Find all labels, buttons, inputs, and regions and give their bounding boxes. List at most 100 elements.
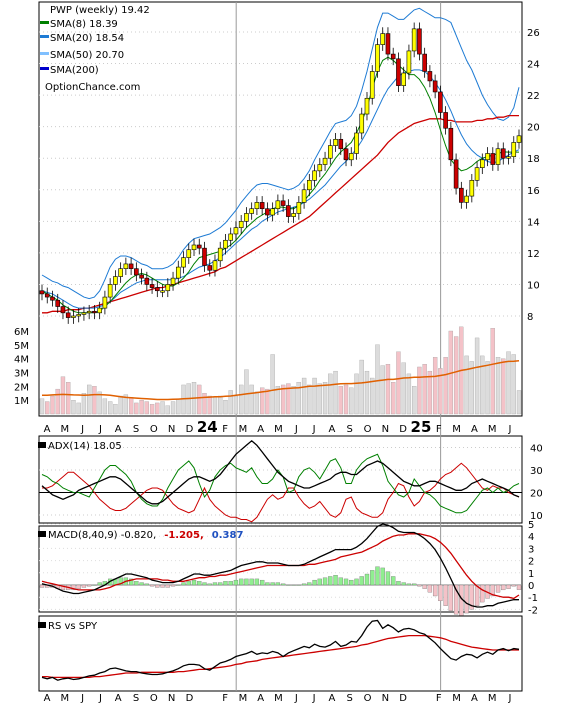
volume-bar [45, 401, 50, 415]
candle-body [338, 138, 344, 150]
macd-histogram-bar [97, 582, 102, 586]
volume-bar [480, 355, 485, 415]
rs-label: RS vs SPY [48, 621, 98, 632]
candle-body [155, 287, 160, 292]
adx-tick-label: 30 [530, 466, 543, 477]
volume-bar [349, 387, 354, 415]
macd-histogram-bar [128, 578, 134, 586]
candle-body [265, 208, 270, 216]
macd-histogram-bar [354, 578, 359, 586]
candle-body [181, 257, 186, 268]
candle-body [506, 156, 511, 159]
macd-histogram-bar [464, 584, 469, 614]
x-axis-label: J [312, 693, 316, 704]
candle-body [474, 167, 480, 181]
candle-body [464, 195, 469, 203]
macd-label-prefix: MACD(8,40,9) -0.820, [48, 530, 156, 541]
candle-body [228, 233, 234, 241]
candle-body [118, 268, 123, 277]
volume-bar [511, 354, 516, 415]
candle-body [448, 127, 454, 161]
candle-body [375, 44, 380, 72]
candle-body [86, 310, 92, 314]
macd-histogram-bar [170, 584, 176, 587]
x-axis-label-top: N [168, 424, 175, 435]
x-axis-label: A [257, 693, 264, 704]
macd-histogram-bar [118, 577, 123, 586]
candle-body [76, 314, 81, 317]
macd-histogram-bar [71, 584, 76, 591]
volume-bar [134, 402, 139, 415]
volume-bar [280, 384, 286, 415]
macd-histogram-bar [76, 584, 81, 589]
candle-body [354, 132, 359, 154]
macd-histogram-bar [92, 584, 97, 586]
x-axis-label: J [294, 693, 298, 704]
x-axis-label: A [115, 693, 122, 704]
volume-bar [207, 395, 212, 415]
macd-histogram-bar [349, 579, 354, 586]
volume-bar [165, 405, 170, 415]
volume-bar [464, 355, 469, 415]
volume-bar [291, 386, 296, 415]
volume-bar [343, 384, 349, 415]
macd-histogram-bar [265, 582, 270, 586]
volume-bar [286, 383, 291, 415]
candle-body [107, 284, 113, 298]
x-axis-label-top: M [60, 424, 69, 435]
price-tick-label: 22 [527, 91, 540, 102]
x-axis-label: F [436, 693, 442, 704]
volume-bar [354, 373, 359, 415]
candle-body [459, 187, 464, 203]
candle-body [160, 290, 165, 293]
volume-bar [385, 364, 391, 415]
volume-bar [60, 376, 66, 415]
macd-histogram-bar [286, 584, 291, 586]
price-tick-label: 18 [527, 154, 540, 165]
x-axis-label: J [98, 693, 102, 704]
volume-bar [469, 361, 474, 415]
grid-lines [39, 2, 522, 691]
macd-histogram-bar [144, 583, 149, 586]
rs-line [41, 619, 520, 681]
volume-bar [516, 390, 522, 415]
volume-bar [228, 390, 233, 415]
candle-body [217, 247, 223, 262]
candle-body [480, 159, 485, 168]
macd-histogram-bar [275, 582, 281, 586]
site-watermark: OptionChance.com [45, 82, 140, 93]
candle-body [495, 148, 501, 165]
volume-bar [412, 386, 417, 415]
candle-body [422, 53, 427, 72]
candle-body [144, 277, 150, 285]
x-axis-label: M [60, 693, 69, 704]
candle-body [175, 266, 181, 279]
volume-bar [202, 393, 207, 415]
legend-sma200: SMA(200) [50, 65, 99, 76]
macd-histogram-bar [359, 576, 364, 586]
macd-tick-label: -2 [528, 605, 538, 616]
x-axis-label-top: O [150, 424, 158, 435]
macd-tick-label: 2 [528, 557, 534, 568]
macd-histogram-bar [191, 579, 197, 586]
price-tick-label: 8 [527, 312, 533, 323]
x-axis-label-top: M [274, 424, 283, 435]
macd-tick-label: 4 [528, 532, 534, 543]
macd-histogram-bar [155, 584, 160, 588]
x-axis-label-top: F [222, 424, 228, 435]
macd-histogram-bar [301, 583, 307, 586]
volume-bar [170, 401, 176, 415]
volume-bar [55, 388, 60, 415]
macd-histogram-bar [176, 584, 181, 586]
candle-body [238, 221, 244, 228]
volume-bar [50, 395, 55, 415]
candle-body [516, 135, 522, 143]
volume-bar [270, 354, 275, 415]
candle-body [212, 260, 218, 271]
macd-histogram-bar [364, 573, 370, 586]
macd-histogram-bar [506, 584, 511, 589]
macd-panel-frame [38, 525, 523, 613]
candle-body [97, 307, 102, 314]
x-axis-label: O [150, 693, 158, 704]
macd-histogram-bar [239, 578, 244, 586]
